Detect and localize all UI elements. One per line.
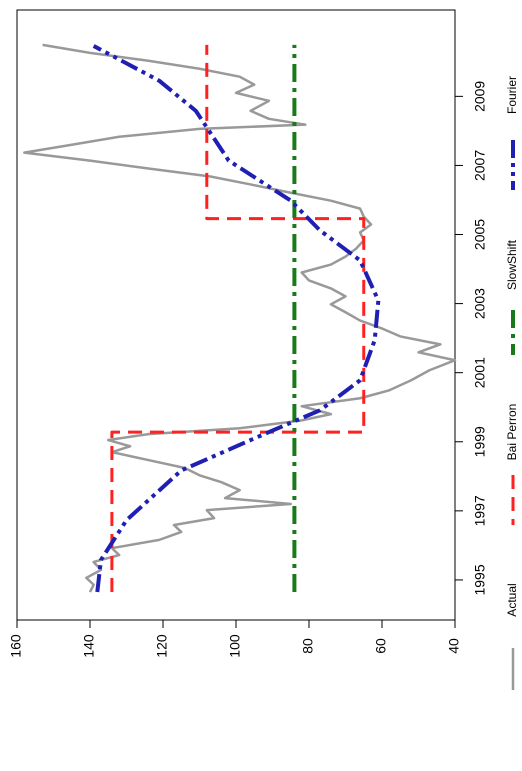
legend-label: SlowShift	[505, 239, 519, 290]
series-line	[92, 44, 381, 593]
legend-label: Actual	[505, 583, 519, 616]
series-line	[110, 44, 366, 593]
value-tick-label: 40	[446, 638, 462, 654]
legend-label: Bai Perron	[505, 404, 519, 461]
value-tick-label: 160	[8, 634, 24, 658]
series-line	[23, 43, 457, 593]
year-tick-label: 2005	[472, 219, 488, 250]
value-tick-label: 120	[154, 634, 170, 658]
year-tick-label: 2009	[472, 81, 488, 112]
value-tick-label: 140	[81, 634, 97, 658]
year-tick-label: 1997	[472, 495, 488, 526]
legend-label: Fourier	[505, 76, 519, 114]
year-tick-label: 2007	[472, 150, 488, 181]
value-tick-label: 80	[300, 638, 316, 654]
plot-frame	[16, 9, 456, 621]
value-tick-label: 100	[227, 634, 243, 658]
year-tick-label: 1995	[472, 564, 488, 595]
year-tick-label: 1999	[472, 426, 488, 457]
year-tick-label: 2001	[472, 357, 488, 388]
value-tick-label: 60	[373, 638, 389, 654]
year-tick-label: 2003	[472, 288, 488, 319]
